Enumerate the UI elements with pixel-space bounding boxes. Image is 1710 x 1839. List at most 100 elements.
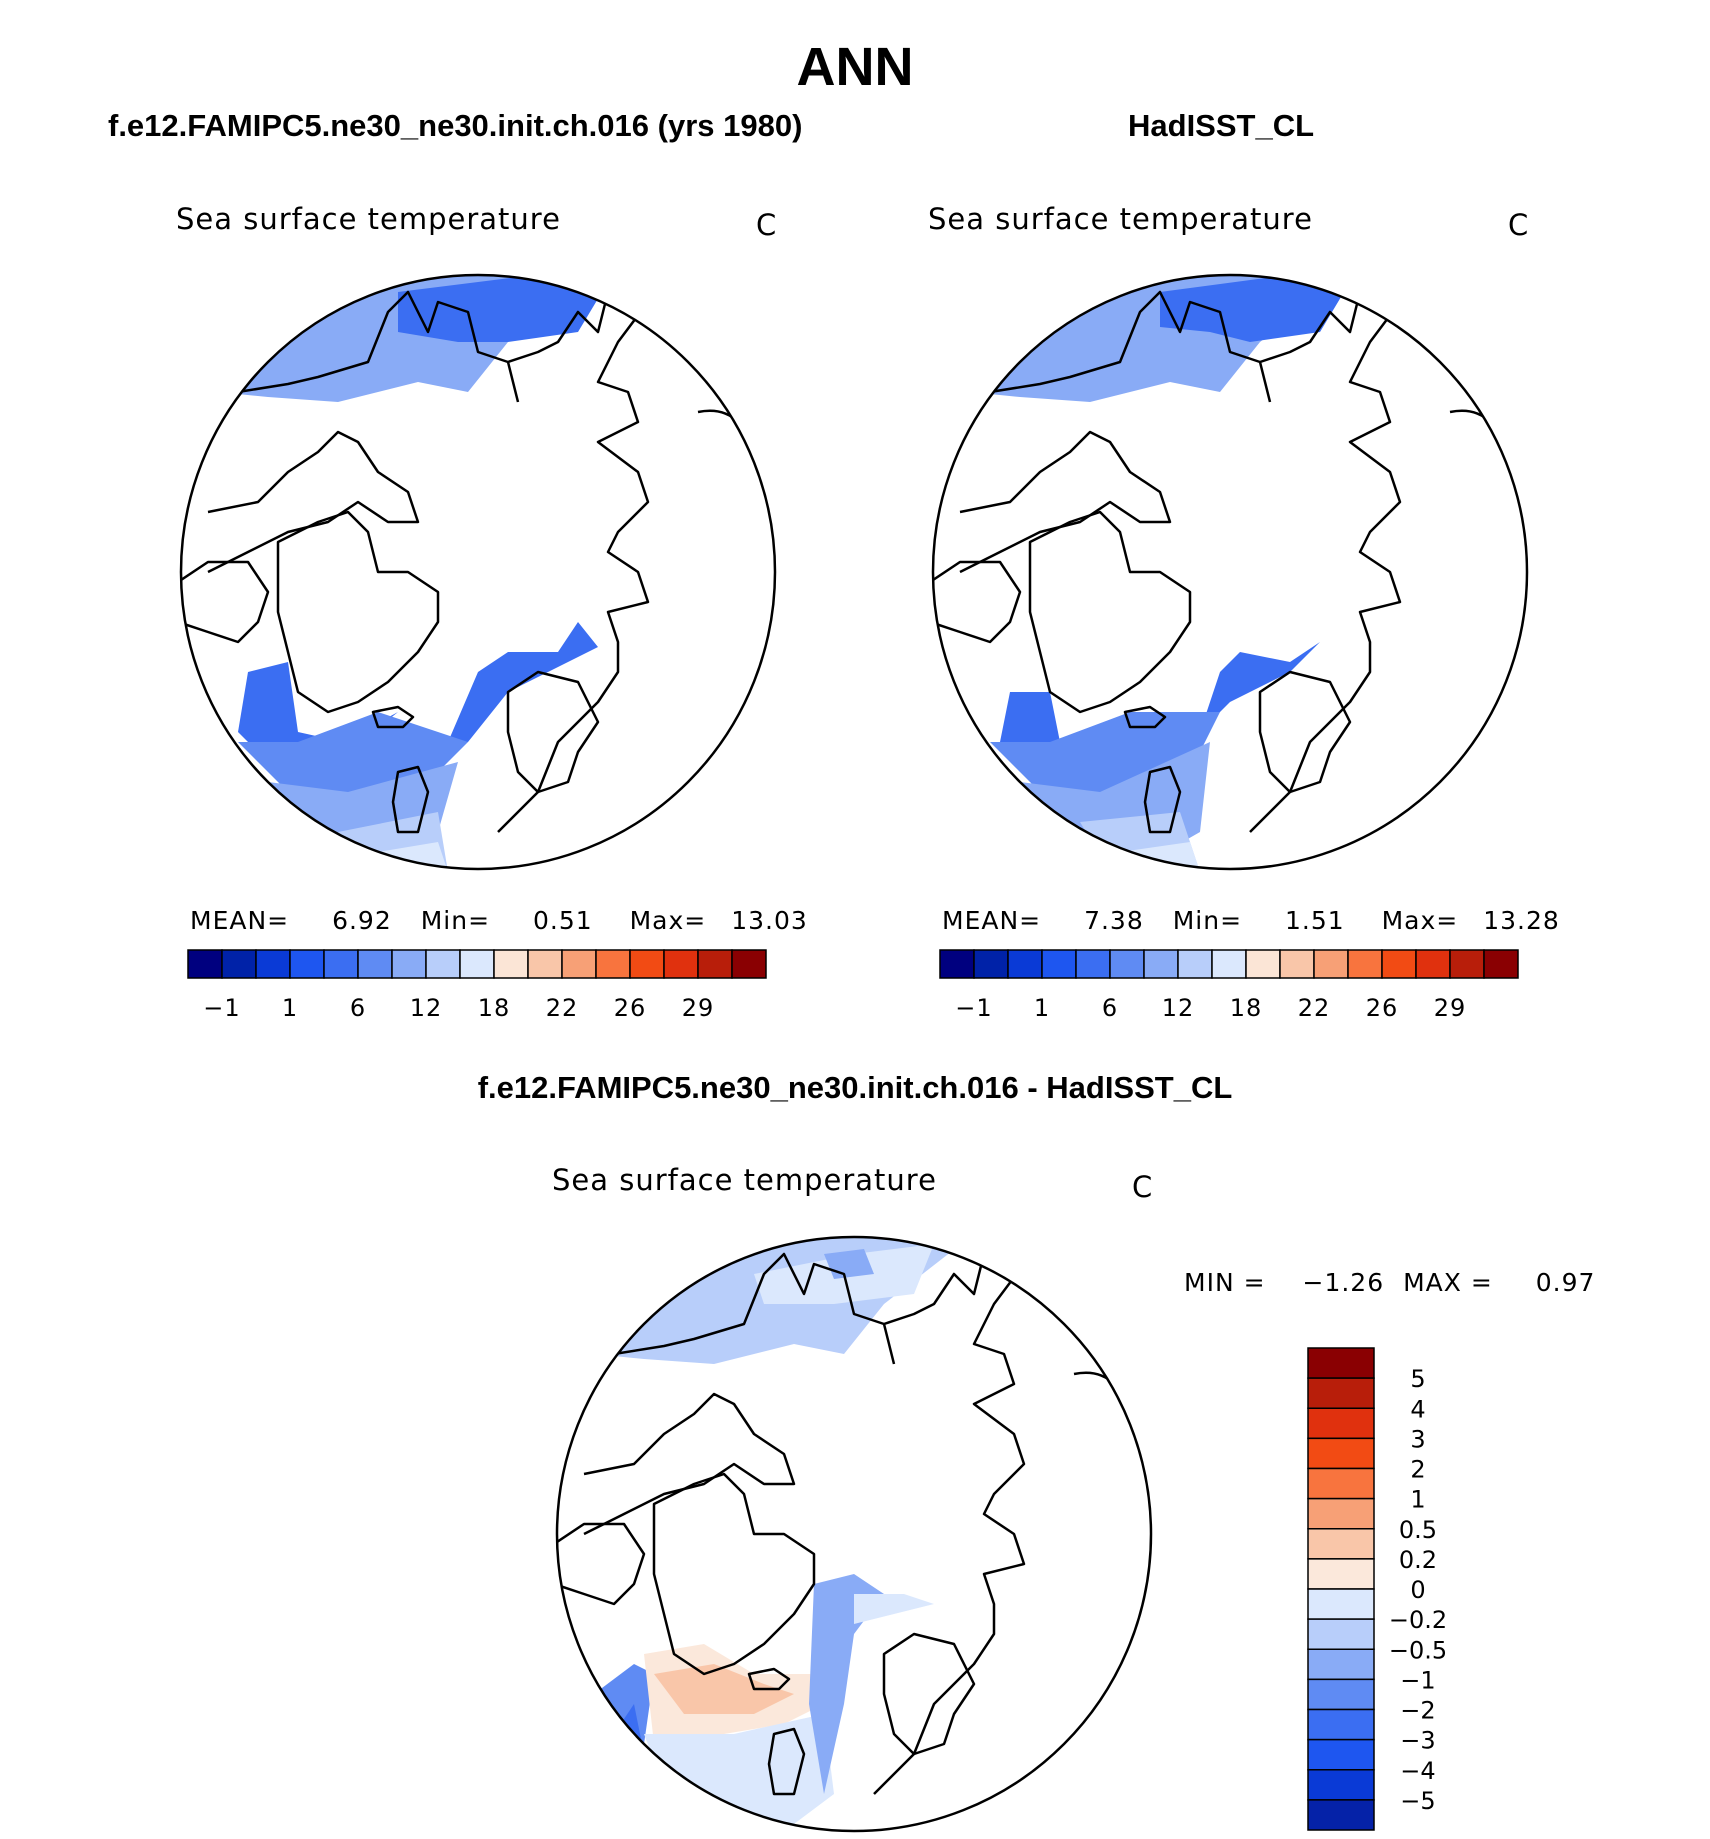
obs-siberia-coast: [1249, 280, 1402, 833]
obs-min-value: 1.51: [1284, 906, 1345, 935]
colorbar-swatch: [187, 949, 223, 979]
colorbar-swatch: [323, 949, 359, 979]
diff-min-value: −1.26: [1302, 1268, 1385, 1297]
obs-max-value: 13.28: [1483, 906, 1560, 935]
colorbar-swatch: [1307, 1708, 1375, 1741]
colorbar-swatch: [425, 949, 461, 979]
colorbar-swatch: [1415, 949, 1451, 979]
diff-norwegian-sea: [809, 1574, 884, 1794]
colorbar-tick-label: 26: [614, 994, 647, 1020]
colorbar-tick-label: −5: [1400, 1787, 1435, 1815]
colorbar-swatch: [493, 949, 529, 979]
colorbar-swatch: [357, 949, 393, 979]
colorbar-swatch: [939, 949, 975, 979]
colorbar-swatch: [1307, 1377, 1375, 1409]
obs-mean-value: 7.38: [1084, 906, 1144, 935]
colorbar-swatch: [391, 949, 427, 979]
colorbar-swatch: [459, 949, 495, 979]
diff-scandinavia: [882, 1632, 976, 1756]
panel-obs-units: C: [1508, 208, 1530, 242]
panel-model-variable-label: Sea surface temperature: [176, 202, 561, 236]
colorbar-swatch: [1313, 949, 1349, 979]
colorbar-tick-label: 12: [410, 994, 443, 1020]
diff-hudson-bay: [557, 1522, 646, 1606]
colorbar-tick-label: −2: [1400, 1697, 1435, 1725]
colorbar-swatch: [1143, 949, 1179, 979]
main-title: ANN: [796, 37, 914, 97]
panel-obs-map: [931, 273, 1529, 871]
colorbar-swatch: [1307, 1588, 1375, 1620]
diff-greenland-outline: [652, 1472, 816, 1676]
model-mean-label: MEAN=: [190, 906, 290, 935]
model-alaska-coast: [237, 290, 520, 403]
colorbar-tick-label: −4: [1400, 1757, 1435, 1785]
panel-model-map: [179, 273, 777, 871]
colorbar-tick-label: −3: [1400, 1727, 1435, 1755]
diff-max-value: 0.97: [1535, 1268, 1596, 1297]
colorbar-swatch: [255, 949, 291, 979]
colorbar-tick-label: 18: [478, 994, 511, 1020]
diff-barents: [854, 1594, 934, 1624]
model-greenland-outline: [276, 510, 440, 714]
colorbar-swatch: [697, 949, 733, 979]
obs-scandinavia: [1258, 670, 1352, 794]
panel-model-colorbar: −1 1 6 12 18 22 26 29: [187, 949, 767, 1020]
obs-greenland-outline: [1028, 510, 1192, 714]
right-case-title: HadISST_CL: [1128, 108, 1315, 143]
model-scandinavia: [506, 670, 600, 794]
model-mean-value: 6.92: [332, 906, 392, 935]
model-hudson-bay: [181, 560, 270, 644]
colorbar-tick-label: 22: [1298, 994, 1331, 1020]
colorbar-swatch: [1307, 1769, 1375, 1801]
colorbar-swatch: [1007, 949, 1043, 979]
obs-alaska-coast: [989, 290, 1272, 403]
colorbar-swatch: [1307, 1799, 1375, 1831]
colorbar-swatch: [1245, 949, 1281, 979]
colorbar-tick-label: 5: [1410, 1365, 1425, 1393]
colorbar-tick-label: 0.2: [1399, 1546, 1437, 1574]
colorbar-tick-label: −1: [955, 994, 992, 1020]
colorbar-swatch: [629, 949, 665, 979]
model-canadian-archipelago: [207, 430, 420, 574]
colorbar-swatch: [973, 949, 1009, 979]
panel-model-units: C: [756, 208, 778, 242]
colorbar-swatch: [1307, 1528, 1375, 1560]
colorbar-swatch: [1109, 949, 1145, 979]
model-min-value: 0.51: [532, 906, 593, 935]
colorbar-tick-label: −1: [1400, 1666, 1435, 1694]
colorbar-swatch: [595, 949, 631, 979]
obs-iceland: [1123, 705, 1167, 729]
colorbar-tick-label: 12: [1162, 994, 1195, 1020]
colorbar-swatch: [1211, 949, 1247, 979]
colorbar-tick-label: −0.5: [1389, 1636, 1447, 1664]
colorbar-swatch: [1307, 1738, 1375, 1771]
obs-min-label: Min=: [1172, 906, 1243, 935]
panel-diff-map: [555, 1235, 1153, 1833]
panel-diff-variable-label: Sea surface temperature: [552, 1163, 937, 1197]
diff-iceland: [747, 1667, 791, 1691]
diff-case-title: f.e12.FAMIPC5.ne30_ne30.init.ch.016 - Ha…: [477, 1070, 1233, 1105]
colorbar-swatch: [1307, 1347, 1375, 1379]
diff-max-label: MAX =: [1403, 1268, 1493, 1297]
obs-max-label: Max=: [1381, 906, 1459, 935]
colorbar-tick-label: 22: [546, 994, 579, 1020]
diff-canadian-archipelago: [583, 1392, 796, 1536]
colorbar-tick-label: 3: [1410, 1425, 1425, 1453]
model-north-pacific-inner: [398, 275, 608, 342]
diff-subpolar-warmer: [654, 1664, 794, 1714]
diff-alaska-coast: [613, 1252, 896, 1365]
model-iceland: [371, 705, 415, 729]
colorbar-tick-label: 18: [1230, 994, 1263, 1020]
model-britain: [391, 765, 430, 834]
colorbar-swatch: [1307, 1497, 1375, 1530]
colorbar-tick-label: 1: [282, 994, 298, 1020]
colorbar-swatch: [1483, 949, 1519, 979]
model-min-label: Min=: [420, 906, 491, 935]
colorbar-tick-label: 0.5: [1399, 1516, 1437, 1544]
colorbar-tick-label: 4: [1410, 1395, 1425, 1423]
colorbar-tick-label: 29: [1434, 994, 1467, 1020]
colorbar-swatch: [1041, 949, 1077, 979]
colorbar-tick-label: 1: [1034, 994, 1050, 1020]
colorbar-swatch: [663, 949, 699, 979]
colorbar-swatch: [1307, 1678, 1375, 1711]
